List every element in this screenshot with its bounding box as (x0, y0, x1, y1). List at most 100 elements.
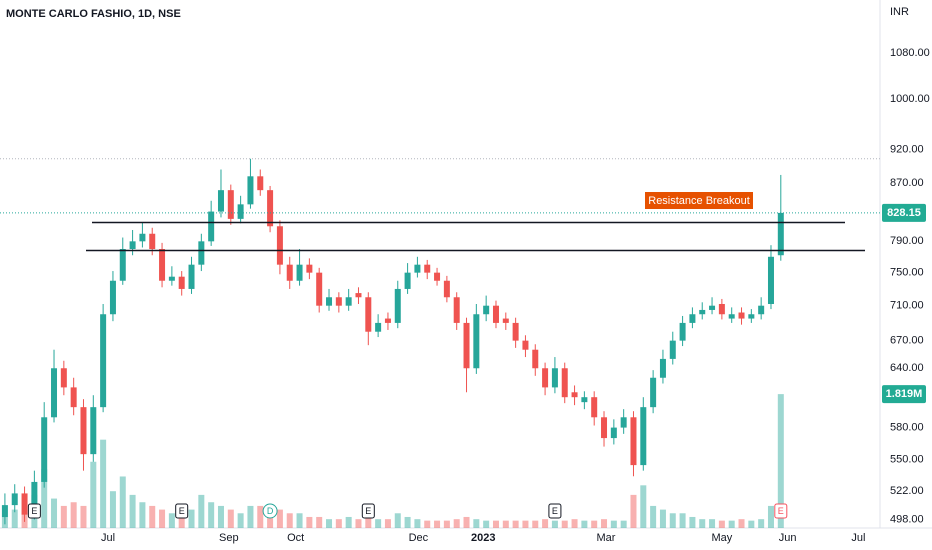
volume-bar (669, 513, 676, 528)
volume-bar (100, 439, 107, 528)
volume-bar (738, 519, 745, 528)
volume-bar (502, 520, 509, 528)
volume-bar (434, 520, 441, 528)
candle-body (473, 314, 480, 369)
last-price-label: 828.15 (887, 207, 921, 219)
y-tick-label: 670.00 (890, 335, 924, 347)
volume-bar (365, 516, 372, 528)
candle-body (699, 309, 706, 315)
volume-bar (384, 519, 391, 528)
candle-body (571, 392, 578, 398)
candle-body (659, 358, 666, 378)
volume-bar (581, 520, 588, 528)
candle-body (650, 377, 657, 408)
candle-body (532, 349, 539, 369)
volume-bar (296, 513, 303, 528)
candle-body (60, 368, 67, 388)
candle-body (512, 322, 519, 341)
candle-body (718, 303, 725, 315)
volume-bar (463, 516, 470, 528)
x-tick-label: Dec (409, 532, 429, 544)
candle-body (492, 305, 499, 323)
volume-bar (306, 516, 313, 528)
volume-bar (335, 519, 342, 528)
volume-bar (610, 520, 617, 528)
candle-body (1, 505, 8, 518)
candle-body (679, 322, 686, 341)
candle-body (109, 280, 116, 315)
candle-body (640, 407, 647, 466)
candle-body (198, 241, 205, 265)
candle-body (777, 212, 784, 256)
candle-body (689, 314, 696, 323)
candle-body (384, 318, 391, 323)
candle-body (51, 368, 58, 418)
volume-bar (620, 520, 627, 528)
candle-body (31, 481, 38, 515)
candle-body (168, 276, 175, 281)
candle-body (159, 249, 166, 281)
event-label: D (267, 506, 274, 516)
volume-bar (375, 519, 382, 528)
event-label: E (552, 506, 558, 516)
y-tick-label: 1000.00 (890, 93, 930, 105)
x-tick-label: Jul (851, 532, 865, 544)
volume-bar (473, 519, 480, 528)
volume-bar (257, 505, 264, 528)
volume-bar (198, 494, 205, 528)
volume-bar (522, 520, 529, 528)
volume-bar (41, 469, 48, 528)
volume-bar (679, 513, 686, 528)
candle-body (463, 322, 470, 369)
candle-body (601, 417, 608, 439)
last-price-box (882, 203, 926, 222)
candle-body (767, 256, 774, 304)
candle-body (208, 211, 215, 242)
x-tick-label: May (711, 532, 732, 544)
earnings-marker (175, 503, 189, 519)
candle-body (610, 427, 617, 439)
x-tick-label: Mar (597, 532, 616, 544)
candle-body (581, 397, 588, 403)
y-tick-label: 710.00 (890, 300, 924, 312)
candle-body (365, 297, 372, 332)
volume-bar (237, 513, 244, 528)
candle-body (316, 272, 323, 306)
volume-bar (492, 520, 499, 528)
volume-bar (316, 516, 323, 528)
volume-bar (149, 505, 156, 528)
volume-bar (168, 513, 175, 528)
candle-body (257, 176, 264, 191)
volume-bar (718, 520, 725, 528)
volume-label-box (882, 385, 926, 404)
x-tick-label: Oct (287, 532, 304, 544)
candle-body (738, 312, 745, 319)
candle-body (620, 417, 627, 428)
candle-body (591, 397, 598, 418)
volume-bar (159, 509, 166, 528)
volume-bar (601, 519, 608, 528)
candle-body (11, 493, 18, 506)
candle-body (80, 407, 87, 455)
candle-body (404, 272, 411, 289)
volume-bar (659, 509, 666, 528)
volume-bar (728, 520, 735, 528)
candle-body (522, 340, 529, 350)
volume-bar (767, 505, 774, 528)
volume-bar (129, 494, 136, 528)
volume-bar (640, 485, 647, 528)
candle-body (483, 305, 490, 315)
event-label: E (179, 506, 185, 516)
volume-bar (532, 520, 539, 528)
volume-bar (512, 520, 519, 528)
y-tick-label: 550.00 (890, 454, 924, 466)
y-tick-label: 580.00 (890, 421, 924, 433)
candle-body (90, 407, 97, 455)
volume-bar (394, 513, 401, 528)
candle-body (424, 264, 431, 273)
candle-body (178, 276, 185, 289)
earnings-marker (27, 503, 41, 519)
candle-body (345, 297, 352, 306)
candle-body (630, 417, 637, 466)
